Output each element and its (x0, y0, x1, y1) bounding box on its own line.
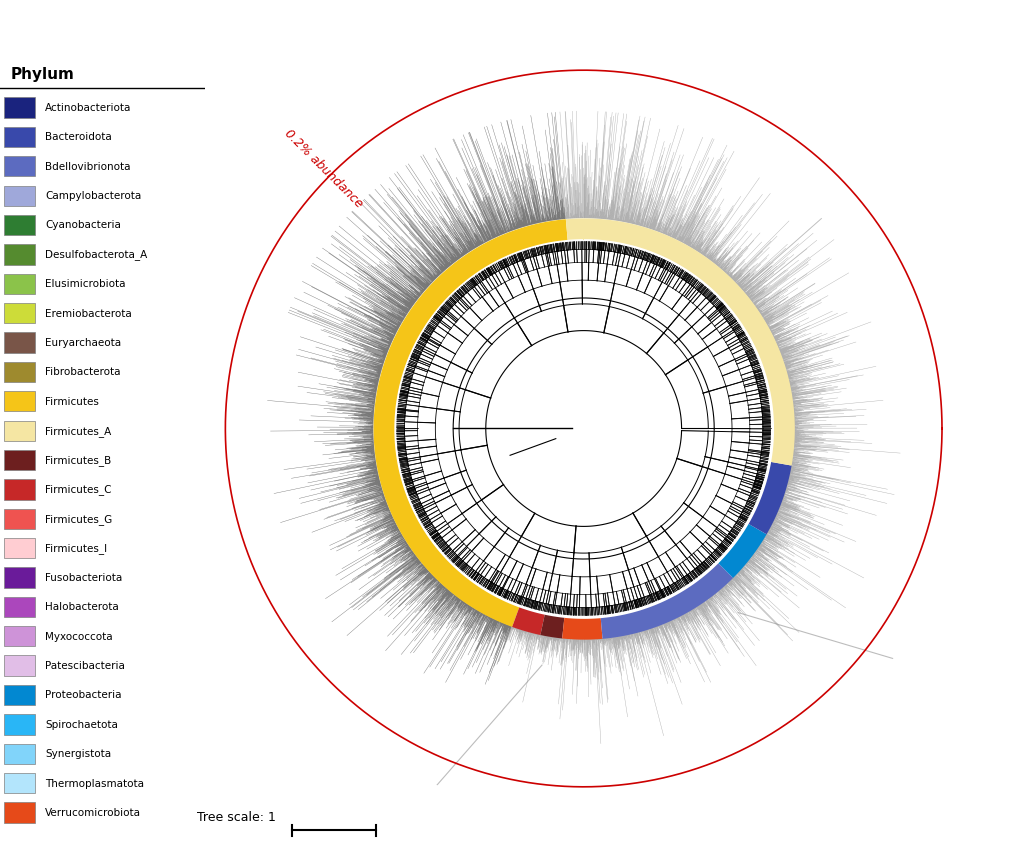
Text: Verrucomicrobiota: Verrucomicrobiota (45, 808, 141, 818)
Text: Firmicutes_I: Firmicutes_I (45, 543, 108, 554)
Text: Firmicutes_B: Firmicutes_B (45, 455, 112, 466)
Text: Myxococcota: Myxococcota (45, 632, 113, 642)
FancyBboxPatch shape (4, 303, 35, 323)
Text: Campylobacterota: Campylobacterota (45, 191, 141, 201)
FancyBboxPatch shape (4, 421, 35, 440)
Text: Tree scale: 1: Tree scale: 1 (197, 811, 276, 824)
Text: Phylum: Phylum (10, 68, 74, 82)
FancyBboxPatch shape (4, 244, 35, 265)
FancyBboxPatch shape (4, 185, 35, 206)
FancyBboxPatch shape (4, 508, 35, 529)
FancyBboxPatch shape (4, 362, 35, 382)
Text: Patescibacteria: Patescibacteria (45, 661, 125, 671)
Text: Firmicutes_C: Firmicutes_C (45, 484, 112, 495)
Text: Euryarchaeota: Euryarchaeota (45, 338, 121, 348)
Text: Firmicutes: Firmicutes (45, 397, 99, 407)
Text: Desulfobacterota_A: Desulfobacterota_A (45, 249, 147, 261)
FancyBboxPatch shape (4, 215, 35, 235)
FancyBboxPatch shape (4, 273, 35, 294)
Text: Thermoplasmatota: Thermoplasmatota (45, 778, 144, 788)
FancyBboxPatch shape (4, 156, 35, 177)
Text: Halobacterota: Halobacterota (45, 602, 119, 613)
Text: Elusimicrobiota: Elusimicrobiota (45, 279, 126, 289)
FancyBboxPatch shape (4, 656, 35, 676)
FancyBboxPatch shape (4, 714, 35, 734)
Text: Fibrobacterota: Fibrobacterota (45, 368, 121, 377)
FancyBboxPatch shape (4, 685, 35, 705)
Text: Bacteroidota: Bacteroidota (45, 132, 112, 142)
Text: Firmicutes_G: Firmicutes_G (45, 513, 113, 524)
FancyBboxPatch shape (4, 773, 35, 794)
Text: Eremiobacterota: Eremiobacterota (45, 309, 132, 319)
Text: 0.2% abundance: 0.2% abundance (282, 127, 366, 210)
FancyBboxPatch shape (4, 127, 35, 147)
FancyBboxPatch shape (4, 567, 35, 588)
FancyBboxPatch shape (4, 333, 35, 353)
Text: Cyanobacteria: Cyanobacteria (45, 220, 121, 231)
FancyBboxPatch shape (4, 802, 35, 823)
FancyBboxPatch shape (4, 98, 35, 117)
Text: Proteobacteria: Proteobacteria (45, 691, 122, 700)
Text: Fusobacteriota: Fusobacteriota (45, 573, 122, 583)
FancyBboxPatch shape (4, 479, 35, 500)
FancyBboxPatch shape (4, 450, 35, 470)
Text: Actinobacteriota: Actinobacteriota (45, 103, 131, 113)
Text: Spirochaetota: Spirochaetota (45, 720, 118, 730)
Text: Firmicutes_A: Firmicutes_A (45, 426, 112, 436)
FancyBboxPatch shape (4, 391, 35, 411)
FancyBboxPatch shape (4, 596, 35, 617)
Text: Bdellovibrionota: Bdellovibrionota (45, 162, 130, 171)
FancyBboxPatch shape (4, 538, 35, 559)
Text: Synergistota: Synergistota (45, 749, 112, 759)
FancyBboxPatch shape (4, 744, 35, 764)
FancyBboxPatch shape (4, 626, 35, 646)
